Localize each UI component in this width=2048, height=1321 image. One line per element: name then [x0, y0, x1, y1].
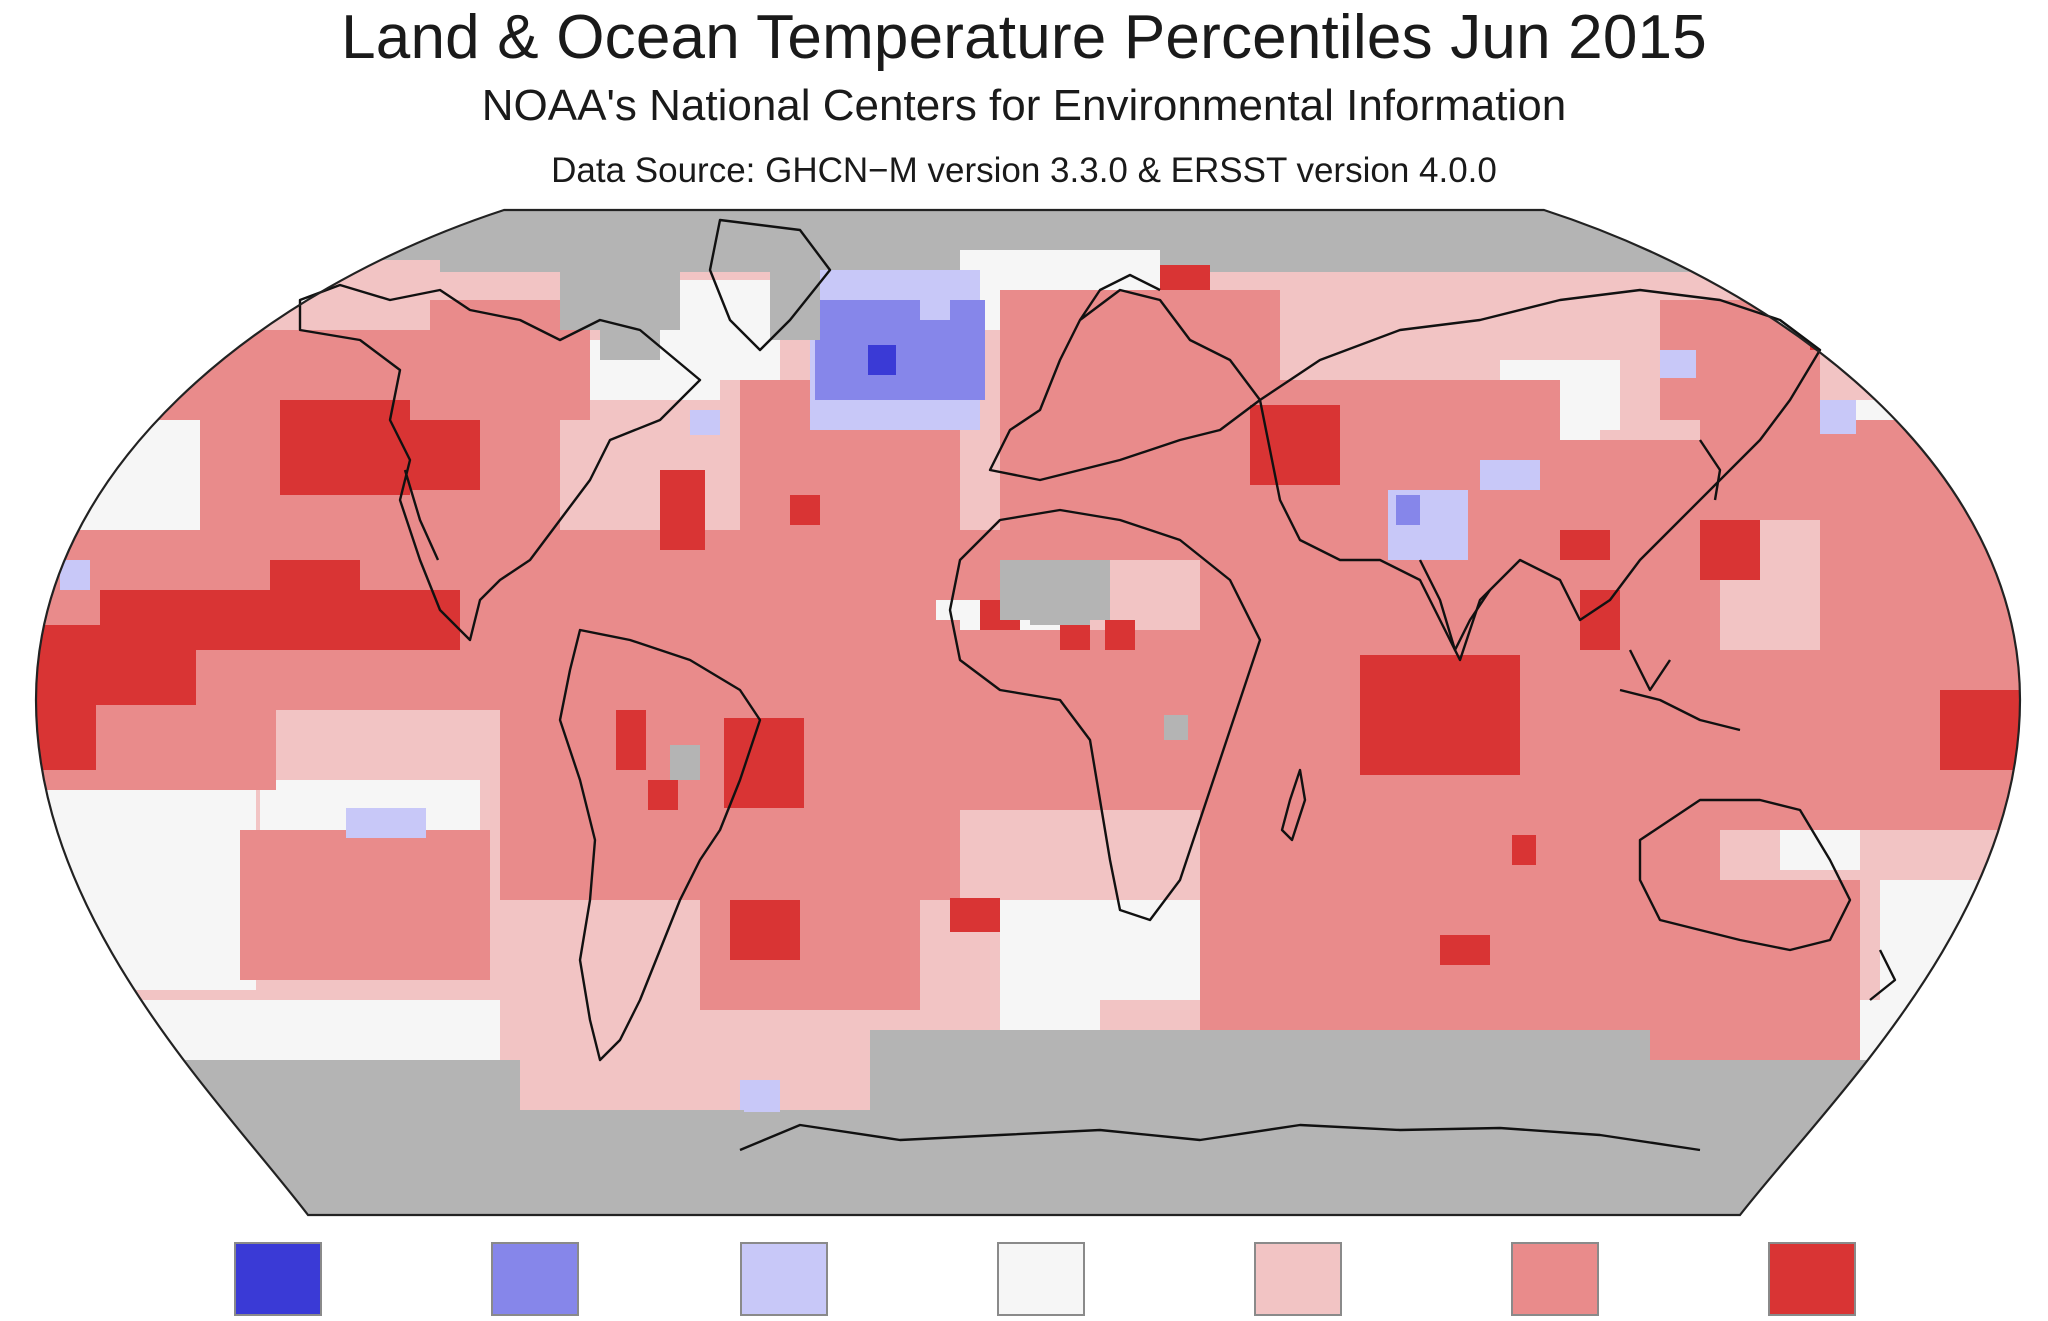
scandinavia-coast: [1079, 273, 1161, 321]
record-warm-cell: [36, 700, 96, 770]
near-cell: [36, 790, 256, 990]
record-warm-cell: [1160, 265, 1210, 290]
record-warm-cell: [1810, 310, 1850, 350]
record-warm-cell: [648, 780, 678, 810]
below-cell: [1480, 460, 1540, 490]
below-cell: [1660, 350, 1696, 378]
below-cell: [744, 1082, 780, 1112]
antarctica-coast: [739, 1123, 1701, 1152]
new-zealand-coast: [1869, 949, 1897, 1001]
madagascar-coast: [1280, 768, 1307, 842]
below-cell: [60, 560, 90, 590]
map-title: Land & Ocean Temperature Percentiles Jun…: [341, 3, 1707, 72]
record-warm-cell: [1250, 405, 1340, 485]
europe-coast: [988, 288, 1262, 482]
below-cell: [346, 808, 426, 838]
missing-cell: [770, 240, 820, 340]
japan-coast: [1699, 439, 1722, 501]
legend-near-swatch: [997, 1242, 1085, 1316]
greenland-coast: [708, 218, 832, 352]
africa-coast: [948, 508, 1262, 922]
missing-cell: [670, 745, 700, 780]
record-warm-cell: [1700, 520, 1760, 580]
record-warm-cell: [724, 718, 804, 808]
record-warm-cell: [1105, 620, 1135, 650]
near-cell: [1880, 880, 2020, 1020]
legend-record-warm-swatch: [1768, 1242, 1856, 1316]
legend-above-swatch: [1254, 1242, 1342, 1316]
record-warm-cell: [280, 400, 410, 495]
antarctica-missing: [36, 1030, 2020, 1215]
much-above-cell: [1000, 290, 1280, 390]
map-grid: [36, 210, 2020, 1215]
south-america-coast: [558, 628, 762, 1062]
record-warm-cell: [410, 420, 480, 490]
record-warm-cell: [950, 898, 1000, 932]
much-above-cell: [36, 530, 1056, 600]
below-cell: [1820, 400, 1856, 434]
legend-much-above-swatch: [1511, 1242, 1599, 1316]
legend-below-swatch: [740, 1242, 828, 1316]
missing-cell: [1164, 715, 1188, 740]
record-warm-cell: [660, 470, 705, 550]
record-warm-cell: [1940, 690, 2020, 770]
record-warm-cell: [1512, 835, 1536, 865]
north-america-coast: [298, 283, 702, 642]
indonesia-coast: [1619, 649, 1741, 732]
much-above-cell: [240, 830, 490, 980]
record-warm-cell: [1580, 590, 1620, 650]
legend-record-cold-swatch: [234, 1242, 322, 1316]
australia-coast: [1638, 798, 1852, 952]
below-cell: [920, 290, 950, 320]
record-warm-cell: [790, 495, 820, 525]
below-cell: [690, 410, 720, 435]
record-warm-cell: [1440, 935, 1490, 965]
record-warm-cell: [616, 710, 646, 770]
record-warm-cell: [1560, 530, 1610, 560]
much-above-cell: [1820, 500, 2020, 660]
record-warm-cell: [100, 590, 460, 650]
baja-coast: [403, 469, 440, 561]
legend-much-below-swatch: [491, 1242, 579, 1316]
asia-coast: [1258, 288, 1822, 662]
record-warm-cell: [1060, 625, 1090, 650]
much-below-cell: [1396, 495, 1420, 525]
map-subtitle: NOAA's National Centers for Environmenta…: [481, 81, 1567, 130]
much-below-cell: [815, 300, 985, 400]
missing-cell: [1030, 605, 1090, 625]
missing-cell: [560, 210, 680, 330]
data-source-note: Data Source: GHCN−M version 3.3.0 & ERSS…: [551, 151, 1497, 190]
record-warm-cell: [270, 560, 360, 595]
record-warm-cell: [730, 900, 800, 960]
record-warm-cell: [1360, 655, 1520, 775]
india-coast: [1418, 559, 1491, 652]
coastlines: [298, 218, 1897, 1152]
record-cold-cell: [868, 345, 896, 375]
